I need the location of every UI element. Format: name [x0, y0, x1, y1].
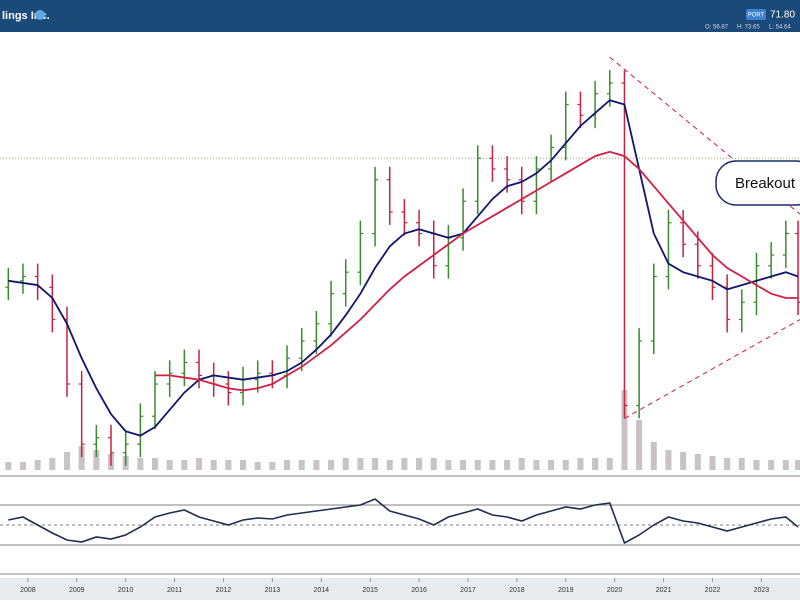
stat-low: L: 54.64 [769, 25, 791, 31]
volume-bar [342, 458, 349, 470]
volume-bar [795, 460, 800, 470]
volume-bar [768, 460, 775, 470]
volume-bar [357, 458, 364, 470]
x-tick-label: 2010 [118, 587, 134, 594]
moving-average [8, 99, 799, 437]
x-axis-strip [0, 578, 800, 600]
x-tick-label: 2013 [265, 587, 281, 594]
volume-bar [166, 460, 173, 470]
badge-text: PORT [748, 13, 765, 19]
volume-bar [372, 458, 379, 470]
volume-bar [562, 460, 569, 470]
volume-bar [137, 458, 144, 470]
moving-average [155, 150, 799, 392]
x-tick-label: 2019 [558, 587, 574, 594]
volume-bar [93, 450, 100, 470]
x-tick-label: 2018 [509, 587, 525, 594]
volume-bar [416, 458, 423, 470]
volume-bar [401, 458, 408, 470]
volume-bar [240, 460, 247, 470]
volume-bar [724, 458, 731, 470]
volume-bar [430, 458, 437, 470]
volume-bar [606, 458, 613, 470]
volume-bar [636, 420, 643, 470]
stat-open: O: 56.87 [705, 25, 729, 31]
volume-bar [19, 462, 26, 470]
x-tick-label: 2008 [20, 587, 36, 594]
volume-bar [650, 442, 657, 470]
volume-bar [210, 460, 217, 470]
volume-bar [49, 458, 56, 470]
x-tick-label: 2020 [607, 587, 623, 594]
volume-bar [694, 454, 701, 470]
volume-bar [782, 460, 789, 470]
volume-bar [548, 460, 555, 470]
stat-high: H: 73.65 [737, 25, 760, 31]
volume-bar [269, 462, 276, 470]
volume-bar [196, 458, 203, 470]
header-bar [0, 0, 800, 32]
volume-bar [577, 458, 584, 470]
x-tick-label: 2009 [69, 587, 85, 594]
volume-bar [445, 460, 452, 470]
volume-bar [225, 460, 232, 470]
trendline [624, 319, 800, 419]
volume-bar [284, 460, 291, 470]
volume-bar [254, 462, 261, 470]
volume-bar [738, 458, 745, 470]
volume-bar [489, 460, 496, 470]
x-tick-label: 2015 [362, 587, 378, 594]
x-tick-label: 2011 [167, 587, 182, 594]
annotation-text: Breakout [735, 175, 796, 192]
volume-bar [533, 460, 540, 470]
x-tick-label: 2021 [656, 587, 672, 594]
volume-bar [152, 458, 159, 470]
volume-bar [5, 462, 12, 470]
badge [746, 9, 766, 20]
volume-bar [386, 460, 393, 470]
volume-bar [298, 460, 305, 470]
volume-bar [592, 458, 599, 470]
volume-bar [621, 390, 628, 470]
volume-bar [504, 460, 511, 470]
annotation-box [715, 160, 800, 206]
volume-bar [181, 460, 188, 470]
volume-bar [313, 460, 320, 470]
x-tick-label: 2017 [460, 587, 476, 594]
volume-bar [680, 452, 687, 470]
x-tick-label: 2022 [705, 587, 721, 594]
volume-bar [328, 460, 335, 470]
volume-bar [753, 460, 760, 470]
volume-bar [34, 460, 41, 470]
x-tick-label: 2023 [754, 587, 770, 594]
volume-bar [665, 450, 672, 470]
volume-bar [78, 446, 85, 470]
x-tick-label: 2012 [216, 587, 232, 594]
x-tick-label: 2016 [411, 587, 427, 594]
last-price: 71.80 [770, 10, 795, 21]
volume-bar [709, 456, 716, 470]
rsi-line [8, 498, 799, 545]
volume-bar [63, 452, 70, 470]
volume-bar [518, 458, 525, 470]
volume-bar [460, 460, 467, 470]
x-tick-label: 2014 [313, 587, 329, 594]
add-icon[interactable] [35, 10, 45, 20]
volume-bar [474, 460, 481, 470]
